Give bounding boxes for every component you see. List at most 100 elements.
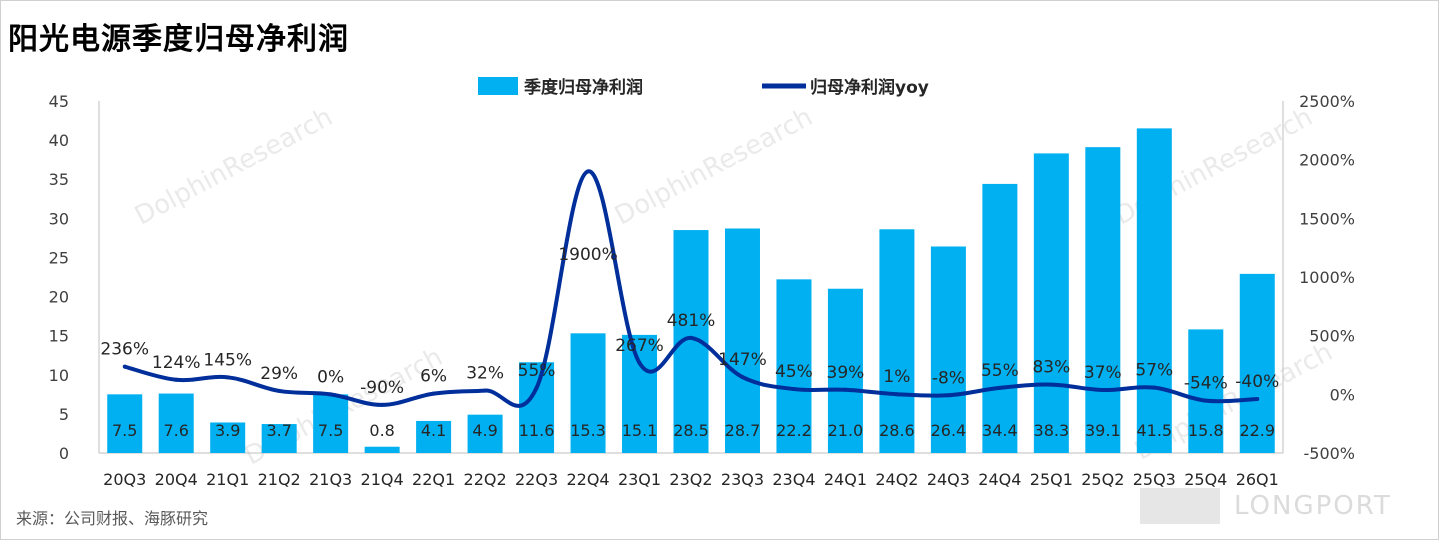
bar-value-label: 3.7 [266,421,291,440]
y-left-tick-label: 30 [49,209,69,228]
y-right-tick-label: 500% [1309,327,1355,346]
x-tick-label: 20Q4 [155,470,198,489]
x-tick-label: 24Q4 [978,470,1021,489]
bar [1188,329,1224,453]
bar-value-label: 22.2 [776,421,812,440]
yoy-point [1203,398,1208,403]
yoy-point [740,375,745,380]
y-left-tick-label: 25 [49,248,69,267]
yoy-value-label: 145% [203,350,252,370]
x-tick-label: 22Q1 [412,470,455,489]
y-left-tick-label: 10 [49,366,69,385]
y-left-tick-label: 5 [59,405,69,424]
yoy-value-label: 6% [420,367,447,387]
yoy-point [843,387,848,392]
y-left-tick-label: 40 [49,131,69,150]
y-right-tick-label: 2000% [1299,151,1355,170]
x-tick-label: 25Q1 [1030,470,1073,489]
bar [827,288,863,453]
x-tick-label: 22Q3 [515,470,558,489]
yoy-value-label: 29% [260,364,298,384]
bar-value-label: 7.5 [112,421,137,440]
bar-value-label: 15.8 [1188,421,1224,440]
yoy-value-label: 124% [152,353,201,373]
bar-value-label: 3.9 [215,421,240,440]
yoy-value-label: -90% [360,378,404,398]
bar-value-label: 26.4 [931,421,967,440]
bar [879,229,915,453]
bar-value-label: 22.9 [1239,421,1275,440]
x-tick-label: 26Q1 [1236,470,1279,489]
yoy-point [894,392,899,397]
bar-value-label: 39.1 [1085,421,1121,440]
yoy-point [1049,382,1054,387]
y-left-tick-label: 15 [49,327,69,346]
yoy-value-label: 55% [518,361,556,381]
x-tick-label: 21Q4 [361,470,404,489]
yoy-point [277,388,282,393]
x-tick-label: 25Q2 [1081,470,1124,489]
bar-value-label: 0.8 [369,421,394,440]
bar [930,246,966,453]
y-left-tick-label: 35 [49,170,69,189]
bar [364,446,400,453]
yoy-point [946,393,951,398]
legend-bar-swatch [478,77,518,95]
yoy-value-label: 37% [1084,363,1122,383]
yoy-point [225,375,230,380]
yoy-value-label: 236% [100,340,149,360]
x-tick-label: 22Q4 [566,470,609,489]
yoy-point [534,385,539,390]
bar [519,362,555,453]
bar-value-label: 28.5 [673,421,709,440]
yoy-value-label: 55% [981,361,1019,381]
x-tick-label: 24Q1 [824,470,867,489]
yoy-point [689,335,693,340]
bar [724,228,760,453]
yoy-point [122,364,127,369]
x-tick-label: 25Q3 [1133,470,1176,489]
y-left-tick-label: 45 [49,92,69,111]
bar-value-label: 21.0 [828,421,864,440]
yoy-point [1152,385,1157,390]
x-tick-label: 23Q4 [772,470,815,489]
yoy-value-label: -40% [1235,372,1279,392]
x-tick-label: 22Q2 [464,470,507,489]
bar-value-label: 28.6 [879,421,915,440]
yoy-point [174,377,179,382]
y-right-tick-label: 0% [1330,385,1355,404]
y-right-tick-label: 2500% [1299,92,1355,111]
yoy-value-label: -54% [1184,374,1228,394]
bar [158,393,194,453]
x-tick-label: 21Q1 [206,470,249,489]
legend-bar-label: 季度归母净利润 [524,77,643,98]
source-note: 来源：公司财报、海豚研究 [16,509,209,528]
y-right-tick-label: 1000% [1299,268,1355,287]
bar [416,420,452,453]
yoy-value-label: 39% [827,363,865,383]
x-tick-label: 24Q3 [927,470,970,489]
yoy-point [1100,387,1105,392]
yoy-value-label: 0% [317,367,344,387]
bar [107,394,143,453]
bar [622,334,658,453]
bar [467,414,503,453]
yoy-point [431,391,436,396]
yoy-point [791,387,796,392]
x-tick-label: 25Q4 [1184,470,1227,489]
bar [210,422,246,453]
yoy-point [586,169,591,174]
x-tick-label: 24Q2 [875,470,918,489]
yoy-value-label: 267% [615,336,664,356]
yoy-value-label: 1900% [558,245,617,265]
bar [261,424,297,453]
x-tick-label: 21Q2 [258,470,301,489]
yoy-point [328,392,333,397]
yoy-point [483,388,488,393]
bar-value-label: 7.5 [318,421,343,440]
brand-logo: LONGPORT [1140,488,1392,524]
y-left-tick-label: 0 [59,444,69,463]
yoy-value-label: 1% [883,367,910,387]
bar-value-label: 15.3 [570,421,606,440]
